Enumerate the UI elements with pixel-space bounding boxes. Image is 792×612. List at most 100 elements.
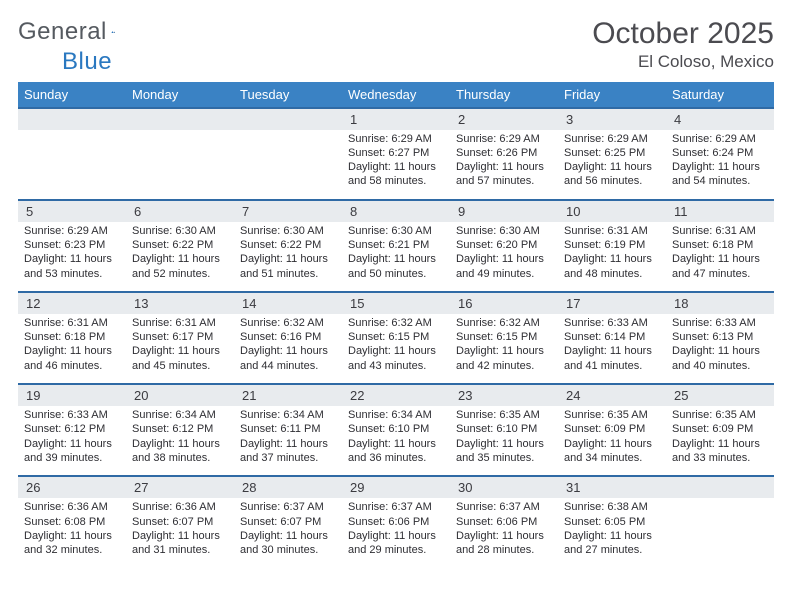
day-detail-cell: Sunrise: 6:32 AMSunset: 6:15 PMDaylight:… (450, 314, 558, 384)
day-number-cell: 19 (18, 385, 126, 406)
day-detail-text: Sunrise: 6:35 AMSunset: 6:09 PMDaylight:… (564, 408, 660, 465)
day-number-cell: 5 (18, 201, 126, 222)
day-detail-cell: Sunrise: 6:37 AMSunset: 6:07 PMDaylight:… (234, 498, 342, 567)
day-detail-text: Sunrise: 6:32 AMSunset: 6:15 PMDaylight:… (348, 316, 444, 373)
day-detail-text: Sunrise: 6:38 AMSunset: 6:05 PMDaylight:… (564, 500, 660, 557)
day-detail-text: Sunrise: 6:30 AMSunset: 6:22 PMDaylight:… (132, 224, 228, 281)
day-detail-cell: Sunrise: 6:37 AMSunset: 6:06 PMDaylight:… (342, 498, 450, 567)
daynum-row: 567891011 (18, 201, 774, 222)
day-detail-cell: Sunrise: 6:34 AMSunset: 6:11 PMDaylight:… (234, 406, 342, 476)
weekday-header: Thursday (450, 82, 558, 108)
day-detail-cell: Sunrise: 6:34 AMSunset: 6:10 PMDaylight:… (342, 406, 450, 476)
day-detail-cell: Sunrise: 6:29 AMSunset: 6:26 PMDaylight:… (450, 130, 558, 200)
brand-logo: General (18, 18, 137, 46)
day-number-cell: 16 (450, 293, 558, 314)
day-detail-cell: Sunrise: 6:33 AMSunset: 6:12 PMDaylight:… (18, 406, 126, 476)
day-detail-cell (18, 130, 126, 200)
day-detail-text: Sunrise: 6:36 AMSunset: 6:07 PMDaylight:… (132, 500, 228, 557)
weekday-header-row: Sunday Monday Tuesday Wednesday Thursday… (18, 82, 774, 108)
day-number-cell (666, 477, 774, 498)
day-detail-cell: Sunrise: 6:30 AMSunset: 6:21 PMDaylight:… (342, 222, 450, 292)
day-number-cell: 10 (558, 201, 666, 222)
day-number-cell: 7 (234, 201, 342, 222)
day-number-cell: 2 (450, 109, 558, 130)
day-detail-cell (126, 130, 234, 200)
day-number-cell: 28 (234, 477, 342, 498)
day-detail-text: Sunrise: 6:29 AMSunset: 6:25 PMDaylight:… (564, 132, 660, 189)
day-number-cell: 31 (558, 477, 666, 498)
detail-row: Sunrise: 6:29 AMSunset: 6:27 PMDaylight:… (18, 130, 774, 200)
day-detail-text: Sunrise: 6:35 AMSunset: 6:09 PMDaylight:… (672, 408, 768, 465)
day-number-cell: 12 (18, 293, 126, 314)
day-detail-cell: Sunrise: 6:31 AMSunset: 6:18 PMDaylight:… (18, 314, 126, 384)
day-detail-cell: Sunrise: 6:33 AMSunset: 6:14 PMDaylight:… (558, 314, 666, 384)
day-detail-cell: Sunrise: 6:31 AMSunset: 6:18 PMDaylight:… (666, 222, 774, 292)
day-number-cell: 13 (126, 293, 234, 314)
day-detail-text: Sunrise: 6:30 AMSunset: 6:22 PMDaylight:… (240, 224, 336, 281)
day-detail-cell: Sunrise: 6:29 AMSunset: 6:25 PMDaylight:… (558, 130, 666, 200)
day-number-cell: 3 (558, 109, 666, 130)
weekday-header: Saturday (666, 82, 774, 108)
day-detail-text: Sunrise: 6:32 AMSunset: 6:15 PMDaylight:… (456, 316, 552, 373)
calendar-body: 1234Sunrise: 6:29 AMSunset: 6:27 PMDayli… (18, 108, 774, 568)
detail-row: Sunrise: 6:33 AMSunset: 6:12 PMDaylight:… (18, 406, 774, 476)
day-detail-cell: Sunrise: 6:30 AMSunset: 6:22 PMDaylight:… (234, 222, 342, 292)
day-detail-text: Sunrise: 6:29 AMSunset: 6:24 PMDaylight:… (672, 132, 768, 189)
day-detail-text: Sunrise: 6:34 AMSunset: 6:12 PMDaylight:… (132, 408, 228, 465)
day-detail-text: Sunrise: 6:33 AMSunset: 6:12 PMDaylight:… (24, 408, 120, 465)
day-number-cell: 9 (450, 201, 558, 222)
day-detail-text: Sunrise: 6:37 AMSunset: 6:07 PMDaylight:… (240, 500, 336, 557)
day-detail-cell: Sunrise: 6:30 AMSunset: 6:20 PMDaylight:… (450, 222, 558, 292)
detail-row: Sunrise: 6:29 AMSunset: 6:23 PMDaylight:… (18, 222, 774, 292)
header: General October 2025 El Coloso, Mexico (18, 18, 774, 72)
day-number-cell: 15 (342, 293, 450, 314)
day-detail-cell: Sunrise: 6:35 AMSunset: 6:09 PMDaylight:… (666, 406, 774, 476)
day-detail-cell (666, 498, 774, 567)
location: El Coloso, Mexico (592, 52, 774, 72)
day-detail-text: Sunrise: 6:31 AMSunset: 6:18 PMDaylight:… (24, 316, 120, 373)
day-number-cell: 21 (234, 385, 342, 406)
weekday-header: Tuesday (234, 82, 342, 108)
day-detail-cell: Sunrise: 6:29 AMSunset: 6:27 PMDaylight:… (342, 130, 450, 200)
day-detail-cell: Sunrise: 6:36 AMSunset: 6:07 PMDaylight:… (126, 498, 234, 567)
daynum-row: 19202122232425 (18, 385, 774, 406)
brand-blue-wrap: Blue (18, 48, 112, 76)
day-detail-text: Sunrise: 6:31 AMSunset: 6:19 PMDaylight:… (564, 224, 660, 281)
month-title: October 2025 (592, 18, 774, 50)
daynum-row: 12131415161718 (18, 293, 774, 314)
day-number-cell: 8 (342, 201, 450, 222)
day-detail-cell: Sunrise: 6:37 AMSunset: 6:06 PMDaylight:… (450, 498, 558, 567)
day-detail-cell: Sunrise: 6:32 AMSunset: 6:16 PMDaylight:… (234, 314, 342, 384)
day-detail-text: Sunrise: 6:30 AMSunset: 6:20 PMDaylight:… (456, 224, 552, 281)
day-number-cell: 6 (126, 201, 234, 222)
day-number-cell: 25 (666, 385, 774, 406)
day-detail-text: Sunrise: 6:34 AMSunset: 6:10 PMDaylight:… (348, 408, 444, 465)
day-number-cell: 11 (666, 201, 774, 222)
day-number-cell: 18 (666, 293, 774, 314)
brand-part1: General (18, 18, 107, 46)
day-number-cell: 22 (342, 385, 450, 406)
day-detail-text: Sunrise: 6:37 AMSunset: 6:06 PMDaylight:… (348, 500, 444, 557)
day-detail-text: Sunrise: 6:37 AMSunset: 6:06 PMDaylight:… (456, 500, 552, 557)
day-detail-cell: Sunrise: 6:31 AMSunset: 6:17 PMDaylight:… (126, 314, 234, 384)
detail-row: Sunrise: 6:36 AMSunset: 6:08 PMDaylight:… (18, 498, 774, 567)
day-detail-text: Sunrise: 6:30 AMSunset: 6:21 PMDaylight:… (348, 224, 444, 281)
day-number-cell: 30 (450, 477, 558, 498)
day-number-cell: 24 (558, 385, 666, 406)
brand-part2: Blue (62, 48, 112, 75)
day-number-cell: 14 (234, 293, 342, 314)
day-detail-cell: Sunrise: 6:36 AMSunset: 6:08 PMDaylight:… (18, 498, 126, 567)
calendar-table: Sunday Monday Tuesday Wednesday Thursday… (18, 82, 774, 568)
day-number-cell: 29 (342, 477, 450, 498)
daynum-row: 1234 (18, 109, 774, 130)
day-detail-text: Sunrise: 6:31 AMSunset: 6:18 PMDaylight:… (672, 224, 768, 281)
day-detail-cell: Sunrise: 6:32 AMSunset: 6:15 PMDaylight:… (342, 314, 450, 384)
day-number-cell: 17 (558, 293, 666, 314)
day-number-cell (18, 109, 126, 130)
day-detail-cell: Sunrise: 6:33 AMSunset: 6:13 PMDaylight:… (666, 314, 774, 384)
day-detail-text: Sunrise: 6:31 AMSunset: 6:17 PMDaylight:… (132, 316, 228, 373)
day-number-cell: 1 (342, 109, 450, 130)
day-detail-cell: Sunrise: 6:30 AMSunset: 6:22 PMDaylight:… (126, 222, 234, 292)
day-detail-cell: Sunrise: 6:34 AMSunset: 6:12 PMDaylight:… (126, 406, 234, 476)
day-detail-cell (234, 130, 342, 200)
